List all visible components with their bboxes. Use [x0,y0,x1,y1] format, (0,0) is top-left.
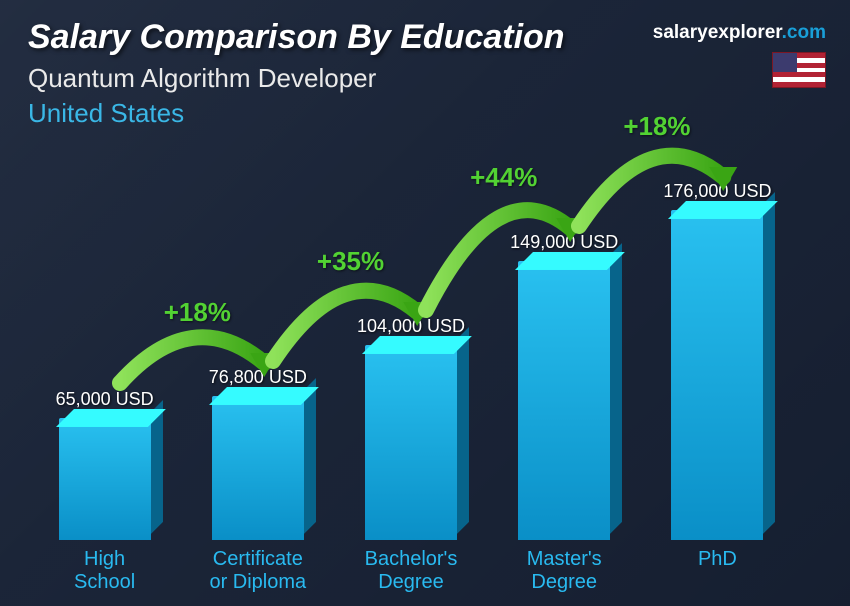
increase-percent-badge: +18% [623,111,690,142]
bar-group: 149,000 USD Master'sDegree [492,232,637,596]
header: Salary Comparison By Education Quantum A… [28,18,565,129]
country-label: United States [28,98,565,129]
page-title: Salary Comparison By Education [28,18,565,57]
increase-percent-badge: +44% [470,162,537,193]
bar-group: 104,000 USD Bachelor'sDegree [338,316,483,596]
bar-group: 65,000 USD HighSchool [32,389,177,596]
bar-category-label: Certificateor Diploma [209,548,306,596]
bar [518,261,610,540]
bar-category-label: HighSchool [74,548,135,596]
page-subtitle: Quantum Algorithm Developer [28,63,565,94]
bar-group: 76,800 USD Certificateor Diploma [185,367,330,596]
bar-value-label: 176,000 USD [663,181,771,202]
bar-category-label: Bachelor'sDegree [365,548,458,596]
bar-category-label: PhD [698,548,737,596]
bar-value-label: 149,000 USD [510,232,618,253]
increase-percent-badge: +35% [317,246,384,277]
bar [365,345,457,540]
bar-value-label: 65,000 USD [56,389,154,410]
brand-part1: salaryexplorer [653,22,782,43]
brand-logo: salaryexplorer.com [653,22,826,44]
bar-chart: 65,000 USD HighSchool 76,800 USD Certificat… [28,150,794,596]
increase-percent-badge: +18% [164,297,231,328]
brand-part2: .com [782,22,826,43]
bar [59,418,151,540]
bar-value-label: 104,000 USD [357,316,465,337]
bar-category-label: Master'sDegree [527,548,602,596]
bar [212,396,304,540]
flag-icon [772,52,826,88]
bar-group: 176,000 USD PhD [645,181,790,596]
bar-value-label: 76,800 USD [209,367,307,388]
bar [671,210,763,540]
